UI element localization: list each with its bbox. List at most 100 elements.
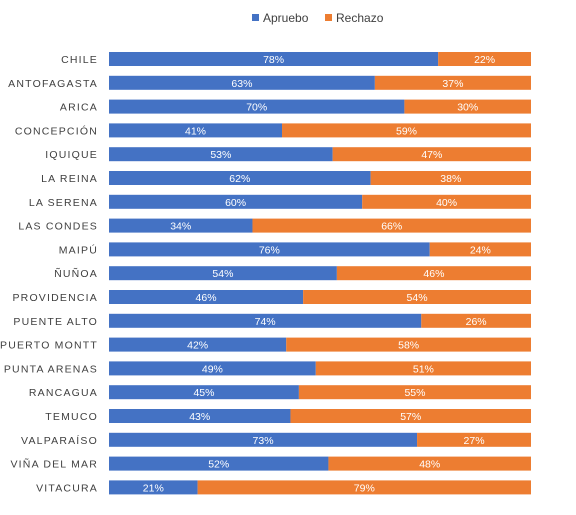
data-label: 49% xyxy=(202,363,223,375)
category-label: MAIPÚ xyxy=(59,243,98,256)
category-label: CONCEPCIÓN xyxy=(15,124,98,137)
category-label: ÑUÑOA xyxy=(54,267,98,280)
bar-apruebo xyxy=(109,409,291,423)
data-label: 54% xyxy=(407,292,428,304)
category-label: IQUIQUE xyxy=(45,149,98,161)
bar-rechazo xyxy=(252,218,532,233)
data-label: 51% xyxy=(413,363,434,375)
bar-apruebo xyxy=(109,361,316,376)
bar-rechazo xyxy=(332,147,531,162)
bar-rechazo xyxy=(429,242,531,257)
data-label: 55% xyxy=(404,387,425,399)
data-label: 78% xyxy=(263,54,284,66)
category-label: PUENTE ALTO xyxy=(13,316,98,328)
bars xyxy=(109,52,532,495)
data-label: 21% xyxy=(143,482,164,494)
data-label: 60% xyxy=(225,197,246,209)
bar-rechazo xyxy=(286,337,531,352)
bar-rechazo xyxy=(197,480,531,495)
bar-apruebo xyxy=(109,194,363,209)
bar-rechazo xyxy=(362,194,531,209)
data-label: 74% xyxy=(255,316,276,328)
bar-rechazo xyxy=(315,361,531,376)
legend-swatch xyxy=(325,14,332,21)
bar-apruebo xyxy=(109,75,375,90)
data-label: 70% xyxy=(246,102,267,114)
category-label: LA REINA xyxy=(41,173,98,185)
data-label: 54% xyxy=(212,268,233,280)
data-label: 22% xyxy=(474,54,495,66)
data-label: 46% xyxy=(196,292,217,304)
data-label: 57% xyxy=(400,411,421,423)
bar-apruebo xyxy=(109,123,283,138)
data-label: 59% xyxy=(396,125,417,137)
data-label: 24% xyxy=(470,244,491,256)
bar-apruebo xyxy=(109,171,371,185)
bar-rechazo xyxy=(298,385,531,400)
legend-label: Apruebo xyxy=(263,11,309,25)
data-label: 26% xyxy=(466,316,487,328)
category-label: RANCAGUA xyxy=(29,387,98,399)
bar-rechazo xyxy=(370,171,531,185)
bar-rechazo xyxy=(438,52,531,66)
data-label: 27% xyxy=(464,435,485,447)
category-label: TEMUCO xyxy=(45,411,98,423)
category-label: VALPARAÍSO xyxy=(21,434,98,447)
bar-rechazo xyxy=(336,266,531,281)
bar-apruebo xyxy=(109,480,198,495)
category-label: PROVIDENCIA xyxy=(12,292,98,304)
legend-label: Rechazo xyxy=(336,11,384,25)
bar-rechazo xyxy=(328,456,531,471)
legend: Apruebo Rechazo xyxy=(252,11,384,25)
data-label: 52% xyxy=(208,459,229,471)
bar-apruebo xyxy=(109,266,337,281)
data-label: 58% xyxy=(398,340,419,352)
data-label: 37% xyxy=(442,78,463,90)
bar-apruebo xyxy=(109,313,422,328)
bar-apruebo xyxy=(109,99,405,114)
data-label: 30% xyxy=(457,102,478,114)
bar-apruebo xyxy=(109,290,304,304)
bar-apruebo xyxy=(109,432,418,447)
bar-apruebo xyxy=(109,456,329,471)
data-label: 43% xyxy=(189,411,210,423)
bar-apruebo xyxy=(109,147,333,162)
bar-rechazo xyxy=(303,290,531,304)
data-label: 46% xyxy=(423,268,444,280)
data-label: 42% xyxy=(187,340,208,352)
category-labels: CHILE ANTOFAGASTA ARICA CONCEPCIÓN IQUIQUE LA… xyxy=(0,54,98,494)
bar-rechazo xyxy=(421,313,531,328)
legend-swatch xyxy=(252,14,259,21)
bar-rechazo xyxy=(404,99,531,114)
category-label: CHILE xyxy=(61,54,98,66)
data-label: 76% xyxy=(259,244,280,256)
category-label: VIÑA DEL MAR xyxy=(10,458,98,471)
data-label: 73% xyxy=(253,435,274,447)
data-label: 48% xyxy=(419,459,440,471)
bar-rechazo xyxy=(417,432,531,447)
data-label: 47% xyxy=(421,149,442,161)
category-label: LA SERENA xyxy=(29,197,98,209)
data-label: 63% xyxy=(231,78,252,90)
data-label: 62% xyxy=(229,173,250,185)
category-label: VITACURA xyxy=(36,482,98,494)
bar-apruebo xyxy=(109,52,439,66)
data-label: 40% xyxy=(436,197,457,209)
bar-apruebo xyxy=(109,385,299,400)
category-label: PUERTO MONTT xyxy=(0,340,98,352)
category-label: PUNTA ARENAS xyxy=(4,363,98,375)
bar-apruebo xyxy=(109,218,253,233)
bar-rechazo xyxy=(374,75,531,90)
data-label: 41% xyxy=(185,125,206,137)
data-label: 53% xyxy=(210,149,231,161)
data-label: 79% xyxy=(354,482,375,494)
data-labels: 78% 22% 63% 37% 70% 30% 41% 59% 53% 47% 62% 38% 60% 4… xyxy=(143,54,495,494)
bar-apruebo xyxy=(109,337,287,352)
data-label: 45% xyxy=(193,387,214,399)
data-label: 66% xyxy=(381,221,402,233)
data-label: 38% xyxy=(440,173,461,185)
category-label: ARICA xyxy=(60,102,98,114)
bar-apruebo xyxy=(109,242,430,257)
data-label: 34% xyxy=(170,221,191,233)
